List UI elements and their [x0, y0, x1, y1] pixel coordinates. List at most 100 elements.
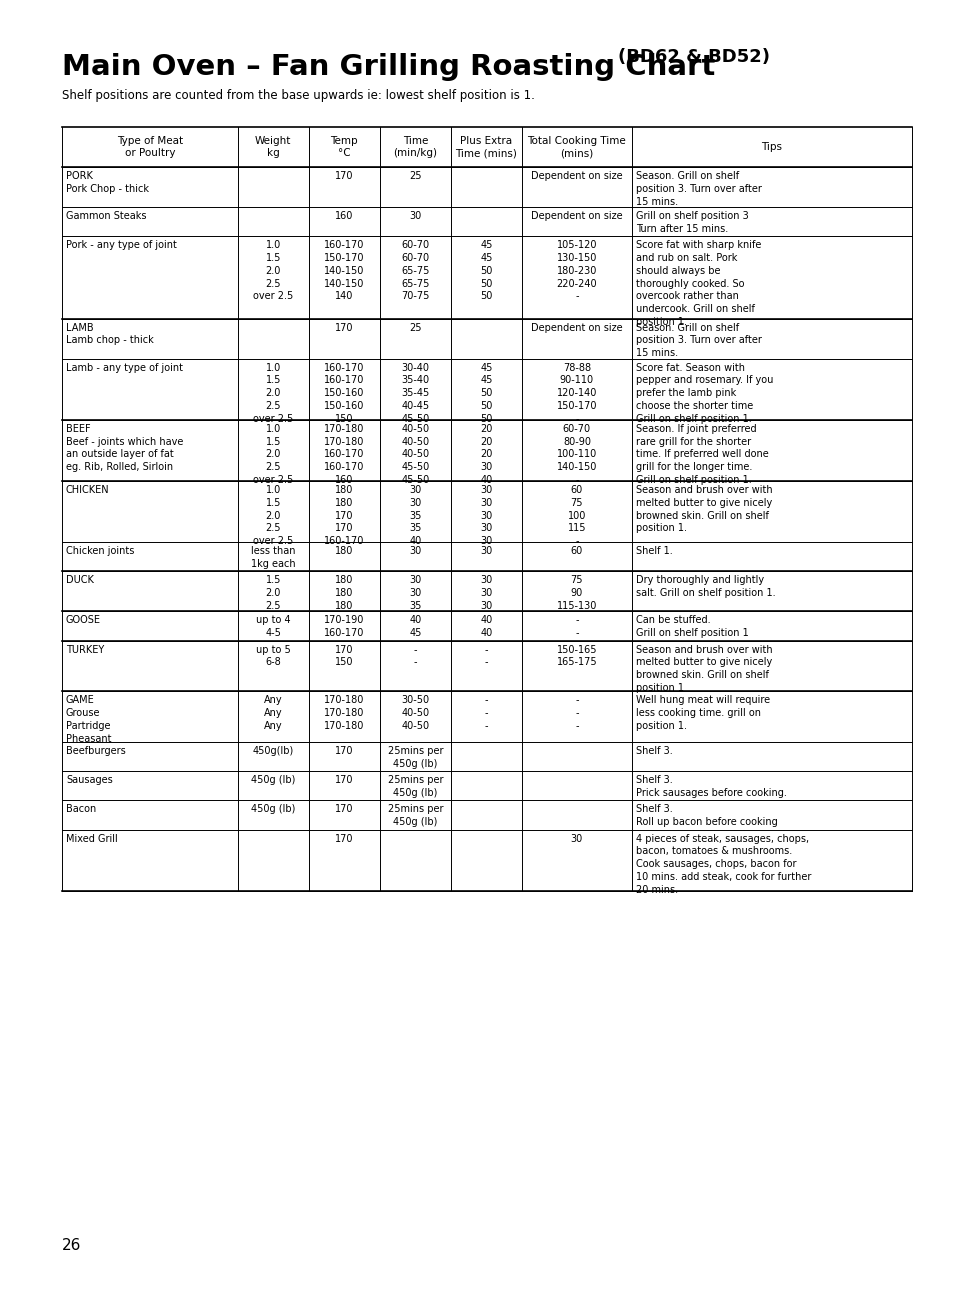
- Text: LAMB
Lamb chop - thick: LAMB Lamb chop - thick: [66, 322, 153, 346]
- Text: 160-170
160-170
150-160
150-160
150: 160-170 160-170 150-160 150-160 150: [324, 363, 364, 424]
- Text: Any
Any
Any: Any Any Any: [264, 696, 282, 731]
- Text: Season and brush over with
melted butter to give nicely
browned skin. Grill on s: Season and brush over with melted butter…: [635, 645, 772, 693]
- Text: -
-: - -: [414, 645, 416, 667]
- Text: Time
(min/kg): Time (min/kg): [393, 136, 436, 158]
- Text: 45
45
50
50
50: 45 45 50 50 50: [479, 363, 492, 424]
- Text: TURKEY: TURKEY: [66, 645, 104, 655]
- Text: 26: 26: [62, 1238, 81, 1253]
- Text: Score fat with sharp knife
and rub on salt. Pork
should always be
thoroughly coo: Score fat with sharp knife and rub on sa…: [635, 240, 760, 328]
- Text: 160-170
150-170
140-150
140-150
140: 160-170 150-170 140-150 140-150 140: [324, 240, 364, 301]
- Text: 170
150: 170 150: [335, 645, 354, 667]
- Text: -
-
-: - - -: [484, 696, 488, 731]
- Text: 25mins per
450g (lb): 25mins per 450g (lb): [387, 775, 442, 797]
- Text: 60: 60: [570, 547, 582, 556]
- Text: 30-50
40-50
40-50: 30-50 40-50 40-50: [401, 696, 429, 731]
- Text: 20
20
20
30
40: 20 20 20 30 40: [479, 424, 492, 485]
- Text: Season. Grill on shelf
position 3. Turn over after
15 mins.: Season. Grill on shelf position 3. Turn …: [635, 322, 760, 359]
- Text: up to 5
6-8: up to 5 6-8: [255, 645, 291, 667]
- Text: Total Cooking Time
(mins): Total Cooking Time (mins): [527, 136, 625, 158]
- Text: Score fat. Season with
pepper and rosemary. If you
prefer the lamb pink
choose t: Score fat. Season with pepper and rosema…: [635, 363, 772, 424]
- Text: 60
75
100
115
-: 60 75 100 115 -: [567, 485, 585, 547]
- Text: 60-70
80-90
100-110
140-150
-: 60-70 80-90 100-110 140-150 -: [557, 424, 597, 485]
- Text: Well hung meat will require
less cooking time. grill on
position 1.: Well hung meat will require less cooking…: [635, 696, 769, 731]
- Text: 450g (lb): 450g (lb): [251, 804, 295, 814]
- Text: Gammon Steaks: Gammon Steaks: [66, 211, 147, 221]
- Text: 170-180
170-180
170-180: 170-180 170-180 170-180: [324, 696, 364, 731]
- Text: 30
30
35: 30 30 35: [409, 576, 421, 611]
- Text: 25: 25: [409, 322, 421, 333]
- Text: 45
45
50
50
50: 45 45 50 50 50: [479, 240, 492, 301]
- Text: Mixed Grill: Mixed Grill: [66, 834, 117, 843]
- Text: Shelf 3.: Shelf 3.: [635, 745, 672, 756]
- Text: CHICKEN: CHICKEN: [66, 485, 110, 495]
- Text: Beefburgers: Beefburgers: [66, 745, 126, 756]
- Text: 1.0
1.5
2.0
2.5
over 2.5: 1.0 1.5 2.0 2.5 over 2.5: [253, 424, 293, 485]
- Text: 4 pieces of steak, sausages, chops,
bacon, tomatoes & mushrooms.
Cook sausages, : 4 pieces of steak, sausages, chops, baco…: [635, 834, 810, 895]
- Text: 105-120
130-150
180-230
220-240
-: 105-120 130-150 180-230 220-240 -: [556, 240, 597, 301]
- Text: Dependent on size: Dependent on size: [531, 171, 622, 181]
- Text: 160: 160: [335, 211, 354, 221]
- Text: 30-40
35-40
35-45
40-45
45-50: 30-40 35-40 35-45 40-45 45-50: [401, 363, 429, 424]
- Text: Pork - any type of joint: Pork - any type of joint: [66, 240, 176, 251]
- Text: 1.0
1.5
2.0
2.5
over 2.5: 1.0 1.5 2.0 2.5 over 2.5: [253, 363, 293, 424]
- Text: 150-165
165-175: 150-165 165-175: [556, 645, 597, 667]
- Text: 30
30
30
30
30: 30 30 30 30 30: [480, 485, 492, 547]
- Text: Plus Extra
Time (mins): Plus Extra Time (mins): [456, 136, 517, 158]
- Text: 170: 170: [335, 171, 354, 181]
- Text: 25mins per
450g (lb): 25mins per 450g (lb): [387, 804, 442, 827]
- Text: 170: 170: [335, 834, 354, 843]
- Text: Grill on shelf position 3
Turn after 15 mins.: Grill on shelf position 3 Turn after 15 …: [635, 211, 748, 234]
- Text: Shelf 3.
Roll up bacon before cooking: Shelf 3. Roll up bacon before cooking: [635, 804, 777, 827]
- Text: Season and brush over with
melted butter to give nicely
browned skin. Grill on s: Season and brush over with melted butter…: [635, 485, 772, 534]
- Text: 30: 30: [570, 834, 582, 843]
- Text: 450g (lb): 450g (lb): [251, 775, 295, 786]
- Text: 170-190
160-170: 170-190 160-170: [324, 616, 364, 638]
- Text: Temp
°C: Temp °C: [330, 136, 357, 158]
- Text: 25mins per
450g (lb): 25mins per 450g (lb): [387, 745, 442, 769]
- Text: 180
180
170
170
160-170: 180 180 170 170 160-170: [324, 485, 364, 547]
- Text: 450g(lb): 450g(lb): [253, 745, 294, 756]
- Text: 25: 25: [409, 171, 421, 181]
- Text: up to 4
4-5: up to 4 4-5: [255, 616, 291, 638]
- Text: Dry thoroughly and lightly
salt. Grill on shelf position 1.: Dry thoroughly and lightly salt. Grill o…: [635, 576, 775, 598]
- Text: Shelf 1.: Shelf 1.: [635, 547, 672, 556]
- Text: 30: 30: [480, 547, 492, 556]
- Text: BEEF
Beef - joints which have
an outside layer of fat
eg. Rib, Rolled, Sirloin: BEEF Beef - joints which have an outside…: [66, 424, 183, 472]
- Text: 40
40: 40 40: [480, 616, 492, 638]
- Text: Shelf 3.
Prick sausages before cooking.: Shelf 3. Prick sausages before cooking.: [635, 775, 786, 797]
- Text: 170: 170: [335, 775, 354, 786]
- Text: 30: 30: [409, 547, 421, 556]
- Text: Chicken joints: Chicken joints: [66, 547, 134, 556]
- Text: PORK
Pork Chop - thick: PORK Pork Chop - thick: [66, 171, 149, 194]
- Text: Tips: Tips: [760, 142, 781, 151]
- Text: 1.0
1.5
2.0
2.5
over 2.5: 1.0 1.5 2.0 2.5 over 2.5: [253, 240, 293, 301]
- Text: Main Oven – Fan Grilling Roasting Chart: Main Oven – Fan Grilling Roasting Chart: [62, 54, 724, 81]
- Text: 30
30
35
35
40: 30 30 35 35 40: [409, 485, 421, 547]
- Text: -
-: - -: [484, 645, 488, 667]
- Text: 30
30
30: 30 30 30: [480, 576, 492, 611]
- Text: 78-88
90-110
120-140
150-170
-: 78-88 90-110 120-140 150-170 -: [557, 363, 597, 424]
- Text: 1.0
1.5
2.0
2.5
over 2.5: 1.0 1.5 2.0 2.5 over 2.5: [253, 485, 293, 547]
- Text: 170: 170: [335, 745, 354, 756]
- Text: Weight
kg: Weight kg: [254, 136, 291, 158]
- Text: 60-70
60-70
65-75
65-75
70-75: 60-70 60-70 65-75 65-75 70-75: [401, 240, 429, 301]
- Text: Dependent on size: Dependent on size: [531, 211, 622, 221]
- Text: 40-50
40-50
40-50
45-50
45-50: 40-50 40-50 40-50 45-50 45-50: [401, 424, 429, 485]
- Text: Season. If joint preferred
rare grill for the shorter
time. If preferred well do: Season. If joint preferred rare grill fo…: [635, 424, 768, 485]
- Text: Bacon: Bacon: [66, 804, 96, 814]
- Text: 170: 170: [335, 804, 354, 814]
- Text: 1.5
2.0
2.5: 1.5 2.0 2.5: [265, 576, 280, 611]
- Text: 170-180
170-180
160-170
160-170
160: 170-180 170-180 160-170 160-170 160: [324, 424, 364, 485]
- Text: GAME
Grouse
Partridge
Pheasant: GAME Grouse Partridge Pheasant: [66, 696, 112, 744]
- Text: GOOSE: GOOSE: [66, 616, 101, 625]
- Text: Shelf positions are counted from the base upwards ie: lowest shelf position is 1: Shelf positions are counted from the bas…: [62, 89, 535, 102]
- Text: 170: 170: [335, 322, 354, 333]
- Text: Lamb - any type of joint: Lamb - any type of joint: [66, 363, 183, 373]
- Text: -
-: - -: [575, 616, 578, 638]
- Text: 180
180
180: 180 180 180: [335, 576, 354, 611]
- Text: less than
1kg each: less than 1kg each: [251, 547, 295, 569]
- Text: -
-
-: - - -: [575, 696, 578, 731]
- Text: Sausages: Sausages: [66, 775, 112, 786]
- Text: 30: 30: [409, 211, 421, 221]
- Text: Can be stuffed.
Grill on shelf position 1: Can be stuffed. Grill on shelf position …: [635, 616, 748, 638]
